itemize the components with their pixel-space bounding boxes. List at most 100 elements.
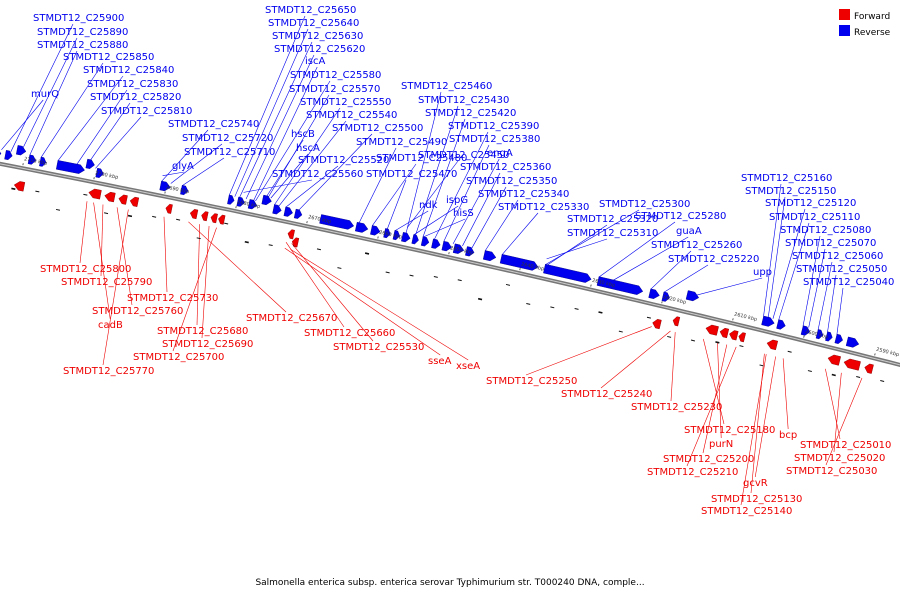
reverse-leader-line — [85, 102, 131, 167]
axis-tick-label: 2670 kbp — [307, 214, 331, 225]
reverse-gene-label: STMDT12_C25640 — [268, 18, 359, 29]
reverse-gene-label: STMDT12_C25620 — [274, 44, 365, 55]
reverse-leader-line — [471, 186, 507, 249]
minor-marker — [127, 214, 133, 218]
reverse-gene-label: STMDT12_C25110 — [769, 212, 860, 223]
minor-marker — [196, 237, 201, 240]
forward-leader-line — [93, 202, 111, 320]
forward-gene-16 — [705, 324, 719, 336]
legend-reverse-swatch — [839, 25, 850, 36]
forward-gene-2 — [13, 181, 26, 192]
axis-tick-label: 2660 kbp — [378, 230, 402, 241]
reverse-leader-line — [95, 116, 142, 169]
reverse-gene-label: STMDT12_C25160 — [741, 173, 832, 184]
axis-tick-label: 2620 kbp — [662, 294, 686, 305]
reverse-gene-label: STMDT12_C25390 — [448, 121, 539, 132]
axis-tick-label: 2640 kbp — [520, 261, 544, 272]
reverse-gene-label: STMDT12_C25040 — [803, 277, 894, 288]
forward-leader-line — [102, 209, 129, 366]
reverse-gene-label: STMDT12_C25430 — [418, 95, 509, 106]
forward-gene-12 — [287, 229, 295, 240]
reverse-leader-line — [29, 50, 78, 156]
reverse-leader-line — [452, 158, 500, 244]
reverse-gene-40 — [815, 329, 824, 340]
forward-gene-label: gcvR — [743, 478, 768, 489]
forward-gene-label: STMDT12_C25530 — [333, 342, 424, 353]
sequence-axis-highlight — [0, 163, 900, 366]
reverse-gene-18 — [319, 214, 355, 230]
reverse-gene-12 — [236, 196, 245, 207]
reverse-gene-39 — [800, 325, 811, 336]
forward-leader-line — [172, 227, 217, 352]
reverse-gene-label: STMDT12_C25820 — [90, 92, 181, 103]
reverse-leader-line — [76, 89, 128, 165]
forward-gene-label: STMDT12_C25250 — [486, 376, 577, 387]
axis-tick-label: 2590 kbp — [875, 347, 899, 359]
forward-leader-line — [285, 242, 345, 328]
reverse-gene-label: STMDT12_C25900 — [33, 13, 124, 24]
reverse-gene-25 — [420, 236, 430, 247]
reverse-gene-label: hscB — [291, 129, 315, 140]
forward-leader-line — [196, 224, 200, 326]
reverse-gene-label: STMDT12_C25360 — [460, 162, 551, 173]
forward-gene-11 — [218, 214, 226, 225]
reverse-gene-label: STMDT12_C25420 — [425, 108, 516, 119]
reverse-gene-7 — [85, 158, 95, 169]
reverse-gene-label: STMDT12_C25890 — [37, 27, 128, 38]
reverse-leader-line — [612, 236, 689, 281]
reverse-gene-label: STMDT12_C25560 — [272, 169, 363, 180]
reverse-leader-line — [808, 248, 826, 328]
forward-gene-label: STMDT12_C25010 — [800, 440, 891, 451]
forward-leader-line — [290, 249, 469, 361]
reverse-gene-label: engA — [487, 148, 513, 159]
minor-marker — [759, 364, 764, 367]
reverse-gene-label: STMDT12_C25300 — [599, 199, 690, 210]
reverse-gene-label: STMDT12_C25880 — [37, 40, 128, 51]
minor-marker — [152, 215, 157, 218]
forward-gene-9 — [201, 211, 209, 222]
minor-marker — [457, 279, 462, 282]
axis-tick-label: 2680 kbp — [236, 199, 260, 210]
reverse-gene-label: STMDT12_C25070 — [785, 238, 876, 249]
minor-marker — [715, 341, 720, 344]
reverse-gene-label: STMDT12_C25850 — [63, 52, 154, 63]
forward-gene-label: STMDT12_C25020 — [794, 453, 885, 464]
reverse-leader-line — [358, 147, 397, 224]
forward-gene-label: sseA — [428, 356, 452, 367]
reverse-leader-line — [827, 274, 837, 333]
minor-marker — [385, 271, 390, 274]
minor-marker — [690, 339, 696, 342]
reverse-gene-label: ispG — [446, 195, 468, 206]
reverse-leader-line — [415, 105, 459, 236]
reverse-leader-line — [484, 199, 519, 252]
reverse-leader-line — [422, 218, 466, 238]
forward-leader-line — [825, 377, 863, 466]
forward-gene-label: STMDT12_C25180 — [684, 425, 775, 436]
reverse-gene-label: guaA — [676, 226, 702, 237]
forward-gene-13 — [291, 237, 300, 248]
reverse-leader-line — [546, 238, 608, 260]
forward-gene-6 — [129, 196, 140, 207]
reverse-leader-line — [239, 41, 313, 198]
legend-forward-swatch — [839, 9, 850, 20]
reverse-gene-32 — [543, 263, 592, 283]
forward-leader-line — [717, 342, 722, 439]
reverse-leader-line — [162, 171, 185, 176]
reverse-leader-line — [763, 183, 782, 317]
reverse-gene-20 — [370, 225, 381, 236]
reverse-gene-24 — [411, 234, 419, 245]
axis-tick-label: 2610 kbp — [733, 312, 757, 323]
reverse-gene-27 — [441, 240, 452, 252]
legend-reverse-label: Reverse — [854, 28, 891, 38]
reverse-gene-23 — [401, 232, 411, 243]
reverse-leader-line — [40, 62, 104, 158]
reverse-leader-line — [234, 28, 309, 197]
forward-gene-18 — [729, 330, 739, 341]
reverse-gene-label: STMDT12_C25550 — [300, 97, 391, 108]
forward-leader-line — [825, 368, 841, 440]
reverse-leader-line — [767, 196, 786, 318]
minor-marker — [618, 330, 623, 333]
reverse-gene-label: STMDT12_C25340 — [478, 189, 569, 200]
minor-marker — [316, 248, 322, 251]
